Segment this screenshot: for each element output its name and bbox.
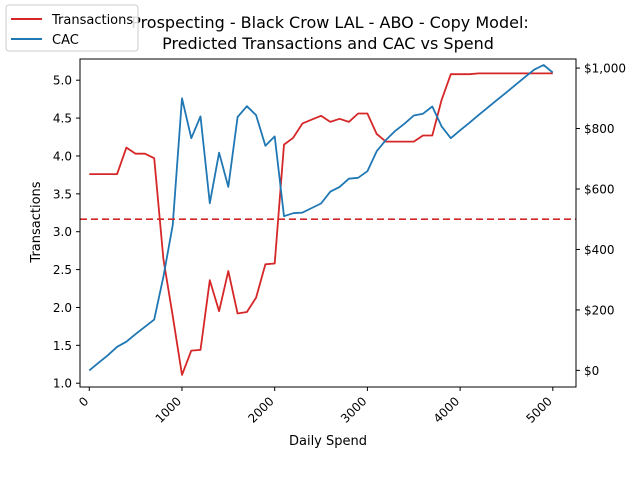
- legend-label-transactions: Transactions: [51, 13, 133, 28]
- y2-tick-label: $400: [584, 243, 615, 257]
- y-tick-label: 2.5: [53, 263, 72, 277]
- y-tick-label: 3.0: [53, 225, 72, 239]
- y-tick-label: 1.0: [53, 377, 72, 391]
- y-tick-label: 1.5: [53, 339, 72, 353]
- series-line-transactions: [89, 72, 553, 376]
- y-tick-label: 4.5: [53, 112, 72, 126]
- y-tick-label: 5.0: [53, 74, 72, 88]
- y2-tick-label: $800: [584, 122, 615, 136]
- y-tick-label: 4.0: [53, 149, 72, 163]
- y2-tick-label: $0: [584, 364, 599, 378]
- plot-frame: [79, 58, 577, 388]
- y2-tick-label: $200: [584, 303, 615, 317]
- y2-tick-label: $1,000: [584, 62, 626, 76]
- chart-title-line-1: Prospecting - Black Crow LAL - ABO - Cop…: [131, 13, 529, 32]
- legend: Transactions CAC: [5, 4, 139, 52]
- chart-title: Prospecting - Black Crow LAL - ABO - Cop…: [131, 13, 529, 53]
- y-axis-label: Transactions: [29, 181, 44, 263]
- y-tick-label: 2.0: [53, 301, 72, 315]
- series-line-cac: [88, 64, 554, 372]
- y2-tick-label: $600: [584, 182, 615, 196]
- legend-label-cac: CAC: [52, 33, 79, 48]
- chart-title-line-2: Predicted Transactions and CAC vs Spend: [162, 34, 494, 53]
- y-tick-label: 3.5: [53, 187, 72, 201]
- x-axis-label: Daily Spend: [289, 434, 367, 449]
